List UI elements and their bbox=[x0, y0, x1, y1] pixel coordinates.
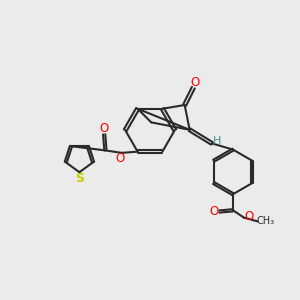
Text: S: S bbox=[75, 172, 84, 185]
Text: O: O bbox=[190, 76, 199, 89]
Text: O: O bbox=[244, 210, 254, 223]
Text: O: O bbox=[209, 205, 218, 218]
Text: CH₃: CH₃ bbox=[256, 216, 274, 226]
Text: H: H bbox=[213, 136, 222, 146]
Text: O: O bbox=[116, 152, 125, 165]
Text: O: O bbox=[100, 122, 109, 135]
